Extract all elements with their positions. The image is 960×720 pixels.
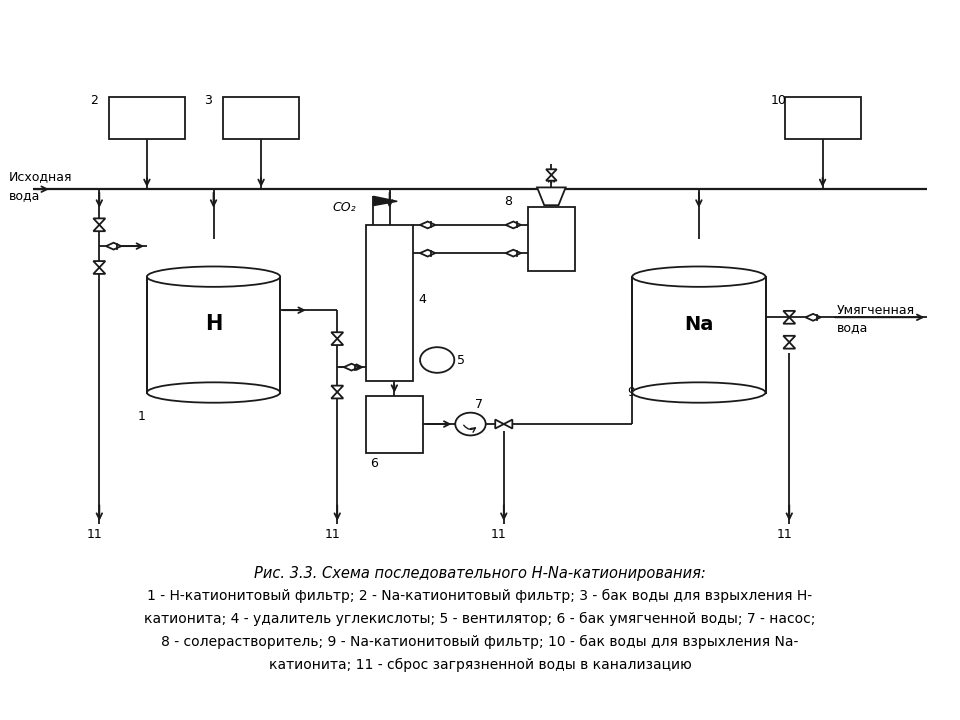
Text: вода: вода <box>837 322 868 335</box>
Text: 1 - Н-катионитовый фильтр; 2 - Na-катионитовый фильтр; 3 - бак воды для взрыхлен: 1 - Н-катионитовый фильтр; 2 - Na-катион… <box>148 589 812 603</box>
Text: 5: 5 <box>457 354 466 366</box>
Bar <box>223 96 300 140</box>
Bar <box>108 96 185 140</box>
Text: CO₂: CO₂ <box>332 201 356 214</box>
Circle shape <box>455 413 486 436</box>
Text: 3: 3 <box>204 94 212 107</box>
Text: 11: 11 <box>492 528 507 541</box>
Polygon shape <box>495 420 504 428</box>
Ellipse shape <box>147 382 280 402</box>
Text: 6: 6 <box>371 456 378 469</box>
Polygon shape <box>344 364 359 371</box>
Polygon shape <box>331 392 344 398</box>
Polygon shape <box>331 332 344 338</box>
Polygon shape <box>420 250 435 256</box>
Text: Исходная: Исходная <box>9 171 72 184</box>
Polygon shape <box>106 243 121 250</box>
Polygon shape <box>373 197 397 206</box>
Text: 11: 11 <box>324 528 341 541</box>
Text: 11: 11 <box>86 528 103 541</box>
Text: 8 - солерастворитель; 9 - Na-катионитовый фильтр; 10 - бак воды для взрыхления N: 8 - солерастворитель; 9 - Na-катионитовы… <box>161 635 799 649</box>
Bar <box>633 276 765 392</box>
Bar <box>784 96 861 140</box>
Polygon shape <box>783 311 795 318</box>
Polygon shape <box>420 222 435 228</box>
Polygon shape <box>537 187 565 205</box>
Text: 2: 2 <box>90 94 98 107</box>
Text: Рис. 3.3. Схема последовательного Н-Na-катионирования:: Рис. 3.3. Схема последовательного Н-Na-к… <box>254 567 706 581</box>
Ellipse shape <box>633 266 765 287</box>
Polygon shape <box>331 386 344 392</box>
Polygon shape <box>331 338 344 345</box>
Text: 7: 7 <box>475 398 483 411</box>
Polygon shape <box>783 318 795 324</box>
Text: Умягченная: Умягченная <box>837 304 915 317</box>
Text: 8: 8 <box>504 195 512 208</box>
Polygon shape <box>546 175 557 181</box>
Text: 1: 1 <box>137 410 145 423</box>
Text: 4: 4 <box>419 293 426 306</box>
Bar <box>147 276 280 392</box>
Circle shape <box>420 347 454 373</box>
Text: 11: 11 <box>777 528 792 541</box>
Text: Н: Н <box>204 315 222 334</box>
Text: Na: Na <box>684 315 713 334</box>
Bar <box>528 207 575 271</box>
Polygon shape <box>805 314 821 320</box>
Polygon shape <box>546 169 557 175</box>
Polygon shape <box>783 336 795 342</box>
Text: вода: вода <box>9 189 40 202</box>
Bar <box>366 225 414 382</box>
Polygon shape <box>93 261 106 268</box>
Polygon shape <box>93 225 106 231</box>
Text: 10: 10 <box>770 94 786 107</box>
Polygon shape <box>93 218 106 225</box>
Polygon shape <box>93 268 106 274</box>
Polygon shape <box>506 250 521 256</box>
Text: катионита; 4 - удалитель углекислоты; 5 - вентилятор; 6 - бак умягченной воды; 7: катионита; 4 - удалитель углекислоты; 5 … <box>144 612 816 626</box>
Polygon shape <box>506 222 521 228</box>
Text: катионита; 11 - сброс загрязненной воды в канализацию: катионита; 11 - сброс загрязненной воды … <box>269 657 691 672</box>
Ellipse shape <box>633 382 765 402</box>
Polygon shape <box>504 420 513 428</box>
Polygon shape <box>783 342 795 348</box>
Ellipse shape <box>147 266 280 287</box>
Bar <box>366 395 423 452</box>
Text: 9: 9 <box>628 386 636 399</box>
